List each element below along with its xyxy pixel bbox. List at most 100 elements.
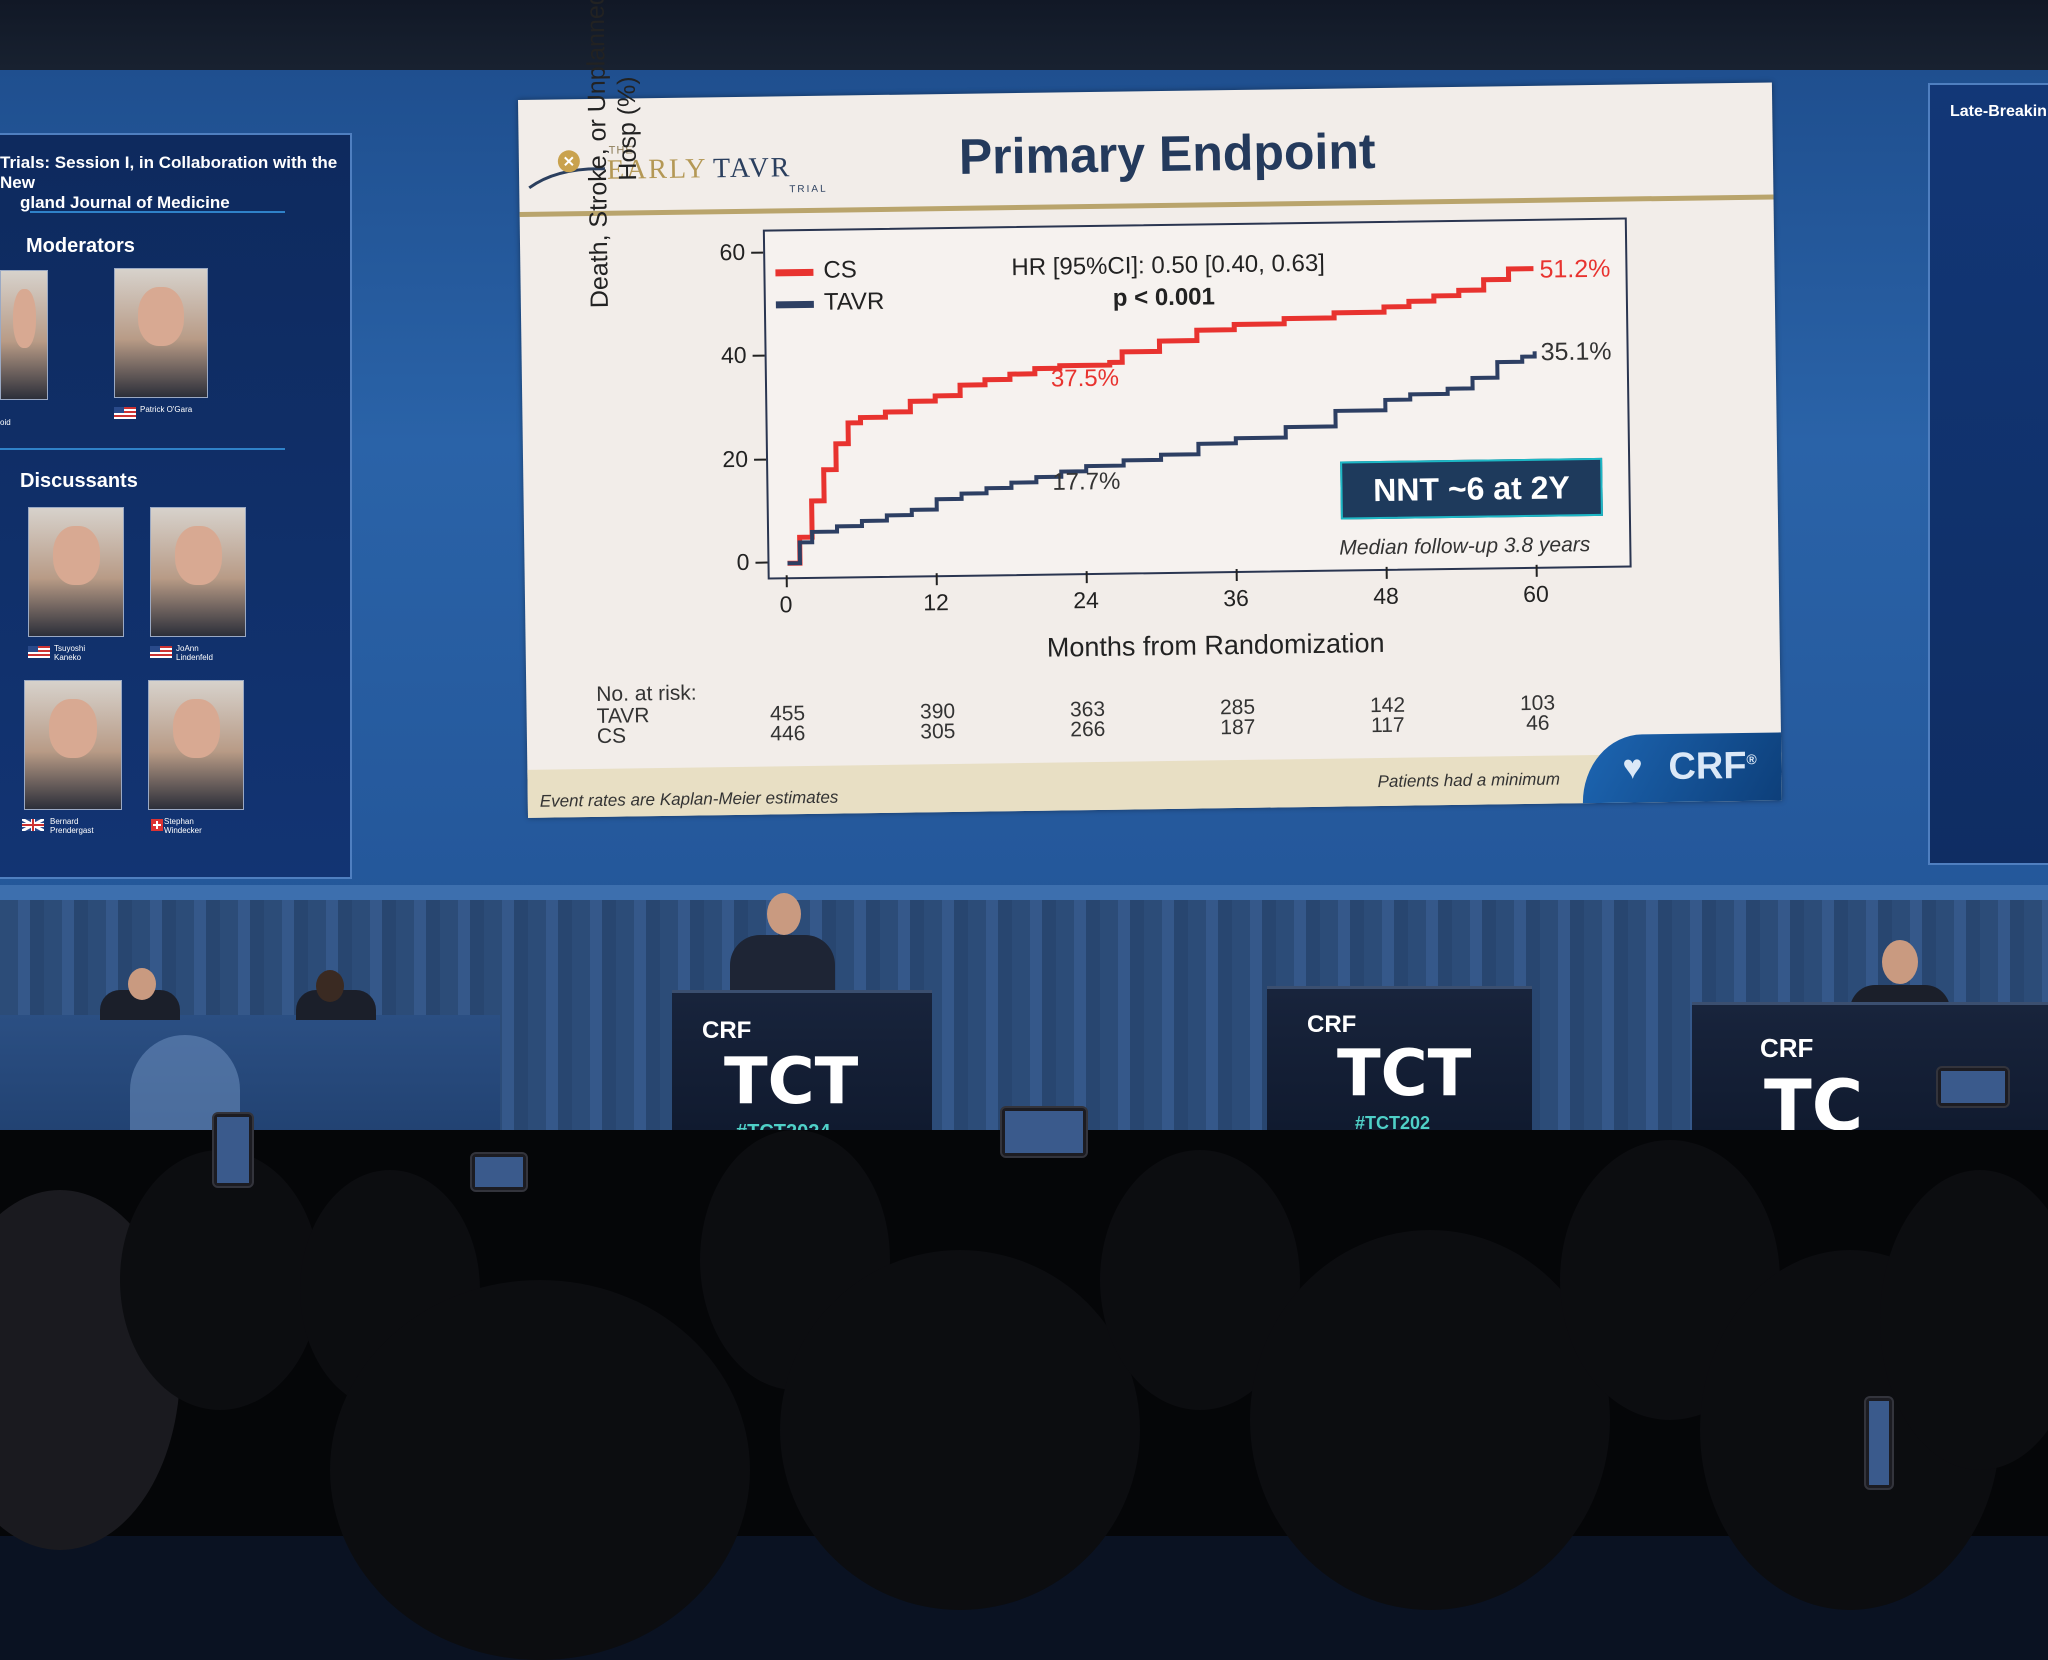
phone bbox=[470, 1152, 528, 1192]
podium-brand: CRF bbox=[1307, 1011, 1357, 1038]
p-value: p < 0.001 bbox=[1112, 283, 1216, 312]
legend-swatch-cs bbox=[775, 268, 814, 277]
discussant-name-4: Stephan Windecker bbox=[164, 817, 202, 835]
discussant-photo-4 bbox=[148, 680, 244, 810]
x-tick-mark bbox=[1085, 571, 1088, 584]
phone bbox=[212, 1112, 254, 1188]
audience-member bbox=[1250, 1230, 1610, 1610]
mid-label-cs: 37.5% bbox=[1051, 365, 1119, 393]
risk-cell-cs: 446 bbox=[770, 722, 806, 746]
moderator-name-1: oid bbox=[0, 418, 11, 427]
podium-hashtag: #TCT202 bbox=[1355, 1113, 1431, 1133]
presenter bbox=[730, 935, 835, 995]
presenter-head bbox=[767, 893, 801, 935]
risk-row-label-cs: CS bbox=[596, 724, 627, 748]
y-tick-mark bbox=[754, 458, 767, 461]
side-panel-right: Late-Breakin bbox=[1928, 83, 2048, 865]
moderator-photo-2 bbox=[114, 268, 208, 398]
legend-label-tavr: TAVR bbox=[823, 287, 885, 316]
x-tick-mark bbox=[1385, 566, 1388, 579]
podium-brand: CRF bbox=[702, 1017, 752, 1044]
y-tick-label: 20 bbox=[722, 445, 749, 472]
legend-label-cs: CS bbox=[823, 256, 857, 284]
logo-trial: TRIAL bbox=[789, 183, 828, 196]
x-tick-mark bbox=[1235, 568, 1238, 582]
phone bbox=[1864, 1396, 1894, 1490]
y-tick-label: 0 bbox=[736, 548, 750, 575]
km-curve-tavr bbox=[787, 351, 1537, 566]
panelist-head bbox=[316, 970, 344, 1002]
risk-cell-cs: 187 bbox=[1220, 715, 1256, 740]
phone bbox=[1000, 1106, 1088, 1158]
x-tick-label: 0 bbox=[779, 591, 793, 618]
discussant-photo-2 bbox=[150, 507, 246, 637]
y-axis-label: Death, Stroke, or Unplanned CV Hosp (%) bbox=[580, 0, 643, 309]
end-label-cs: 51.2% bbox=[1539, 255, 1610, 284]
x-tick-label: 60 bbox=[1523, 580, 1549, 608]
y-tick-mark bbox=[752, 354, 765, 358]
y-tick-label: 40 bbox=[720, 342, 747, 369]
y-tick-label: 60 bbox=[719, 238, 746, 266]
us-flag-icon bbox=[114, 407, 136, 419]
km-curves: 51.2% 37.5% 35.1% 17.7% bbox=[787, 255, 1612, 566]
divider bbox=[30, 211, 285, 213]
panelist-head bbox=[128, 968, 156, 1000]
footer-note-right: Patients had a minimum bbox=[1377, 769, 1561, 792]
title-rule bbox=[519, 194, 1774, 217]
heart-valve-logo-icon bbox=[528, 150, 606, 190]
crf-logo-text: CRF® bbox=[1668, 745, 1757, 789]
x-axis-label: Months from Randomization bbox=[1046, 627, 1385, 663]
risk-cell-cs: 266 bbox=[1070, 717, 1106, 742]
podium-title: TCT bbox=[724, 1045, 859, 1119]
median-followup: Median follow-up 3.8 years bbox=[1339, 533, 1591, 560]
audience-member bbox=[780, 1250, 1140, 1610]
audience bbox=[0, 1130, 2048, 1660]
session-title-line-2: gland Journal of Medicine bbox=[20, 193, 230, 212]
podium-brand: CRF bbox=[1760, 1033, 1814, 1063]
crf-heart-icon: ♥ bbox=[1622, 748, 1643, 787]
x-tick-mark bbox=[785, 575, 788, 588]
early-tavr-logo: THE EARLY TAVR TRIAL bbox=[527, 136, 828, 199]
discussant-photo-3 bbox=[24, 680, 122, 810]
audience-member bbox=[330, 1280, 750, 1660]
panelist-head bbox=[1882, 940, 1918, 984]
us-flag-icon bbox=[150, 646, 172, 658]
risk-cell-cs: 46 bbox=[1525, 711, 1550, 735]
discussant-photo-1 bbox=[28, 507, 124, 637]
slide-title: Primary Endpoint bbox=[958, 123, 1376, 185]
x-tick-label: 12 bbox=[923, 589, 950, 616]
x-tick-mark bbox=[1535, 564, 1538, 577]
session-title-line-1: Trials: Session I, in Collaboration with… bbox=[0, 153, 338, 192]
x-tick-label: 36 bbox=[1223, 584, 1250, 612]
km-plot-area: 51.2% 37.5% 35.1% 17.7% CS TAVR HR [95%CI]:… bbox=[762, 217, 1632, 580]
uk-flag-icon bbox=[22, 819, 44, 831]
discussant-name-2: JoAnn Lindenfeld bbox=[176, 644, 213, 662]
risk-cell-cs: 305 bbox=[920, 719, 956, 744]
x-tick-label: 48 bbox=[1373, 582, 1399, 610]
audience-member bbox=[120, 1150, 320, 1410]
moderators-heading: Moderators bbox=[26, 235, 135, 257]
x-tick-mark bbox=[935, 573, 938, 586]
risk-table-header: No. at risk: bbox=[596, 681, 697, 706]
hazard-ratio: HR [95%CI]: 0.50 [0.40, 0.63] bbox=[1011, 249, 1326, 282]
session-title: Trials: Session I, in Collaboration with… bbox=[0, 153, 340, 213]
mid-label-tavr: 17.7% bbox=[1052, 468, 1120, 496]
legend-swatch-tavr bbox=[775, 300, 814, 309]
y-tick-mark bbox=[751, 251, 764, 254]
podium-title: TCT bbox=[1337, 1037, 1472, 1111]
x-tick-label: 24 bbox=[1073, 586, 1100, 614]
discussants-heading: Discussants bbox=[20, 470, 138, 492]
discussant-name-1: Tsuyoshi Kaneko bbox=[54, 644, 86, 662]
moderator-name-2: Patrick O'Gara bbox=[140, 405, 193, 414]
swiss-flag-icon bbox=[151, 819, 163, 831]
side-panel-title: Late-Breakin bbox=[1950, 103, 2047, 120]
us-flag-icon bbox=[28, 646, 50, 658]
crf-logo-word: CRF bbox=[1668, 744, 1747, 789]
km-curve-cs bbox=[787, 266, 1534, 566]
session-panel: Trials: Session I, in Collaboration with… bbox=[0, 133, 352, 879]
crf-logo: ♥ CRF® bbox=[1581, 732, 1782, 804]
y-tick-mark bbox=[755, 561, 768, 564]
divider bbox=[0, 448, 285, 450]
risk-cell-cs: 117 bbox=[1370, 713, 1405, 738]
phone bbox=[1936, 1066, 2010, 1108]
